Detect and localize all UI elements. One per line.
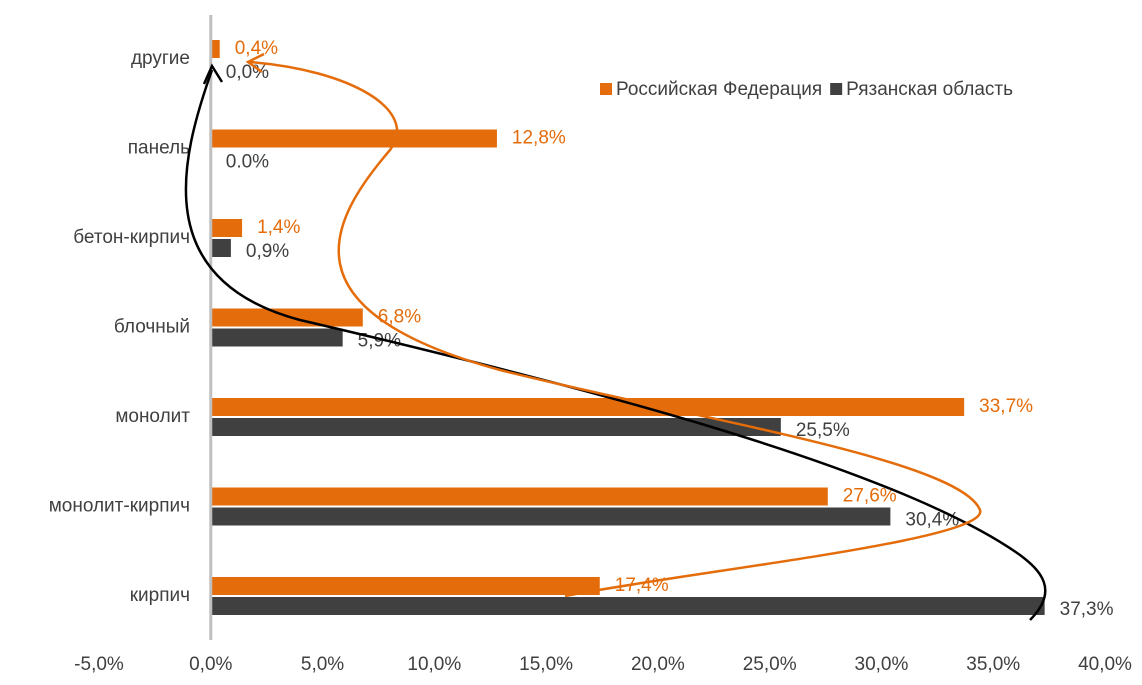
x-tick-label: 15,0% <box>519 654 573 675</box>
legend-label: Российская Федерация <box>616 79 822 100</box>
y-tick-label: монолит-кирпич <box>49 496 190 517</box>
value-label: 25,5% <box>796 420 850 441</box>
bar <box>210 239 231 257</box>
value-label: 27,6% <box>843 486 897 507</box>
legend-swatch <box>830 83 843 95</box>
value-label: 6,8% <box>378 307 421 328</box>
bar <box>210 597 1045 615</box>
value-label: 12,8% <box>512 128 566 149</box>
y-tick-label: блочный <box>114 317 190 338</box>
x-tick-label: 40,0% <box>1078 654 1132 675</box>
x-tick-label: 0,0% <box>189 654 232 675</box>
bar <box>210 507 891 526</box>
y-tick-label: монолит <box>115 406 190 427</box>
value-label: 1,4% <box>257 217 300 238</box>
bar <box>210 398 965 416</box>
y-tick-label: бетон-кирпич <box>73 227 190 248</box>
value-label: 0,9% <box>246 241 289 262</box>
x-tick-label: 5,0% <box>301 654 344 675</box>
value-label: 0,4% <box>235 38 278 59</box>
value-label: 5,9% <box>358 331 401 352</box>
bar <box>210 328 343 347</box>
x-tick-label: -5,0% <box>74 654 124 675</box>
value-label: 0,0% <box>226 62 269 83</box>
bar <box>210 308 363 327</box>
bar <box>210 40 220 58</box>
bar <box>210 418 781 436</box>
x-tick-label: 20,0% <box>631 654 685 675</box>
y-tick-label: кирпич <box>130 585 190 606</box>
x-tick-label: 25,0% <box>743 654 797 675</box>
legend-swatch <box>600 83 612 95</box>
annotation-arrows <box>184 52 1047 621</box>
legend-label: Рязанская область <box>846 79 1013 100</box>
value-label: 37,3% <box>1060 599 1114 620</box>
bar <box>210 129 497 148</box>
y-tick-label: панель <box>128 138 190 159</box>
bar <box>210 577 600 595</box>
black-arrowhead <box>202 63 224 85</box>
value-label: 0.0% <box>226 152 269 173</box>
x-tick-label: 10,0% <box>407 654 461 675</box>
value-label: 30,4% <box>905 510 959 531</box>
value-label: 33,7% <box>979 396 1033 417</box>
bar <box>210 487 828 506</box>
x-tick-label: 35,0% <box>966 654 1020 675</box>
x-tick-label: 30,0% <box>855 654 909 675</box>
orange-arrow <box>249 60 982 598</box>
bar <box>210 219 243 237</box>
y-tick-label: другие <box>131 48 190 69</box>
orange-arrowhead <box>245 52 265 74</box>
